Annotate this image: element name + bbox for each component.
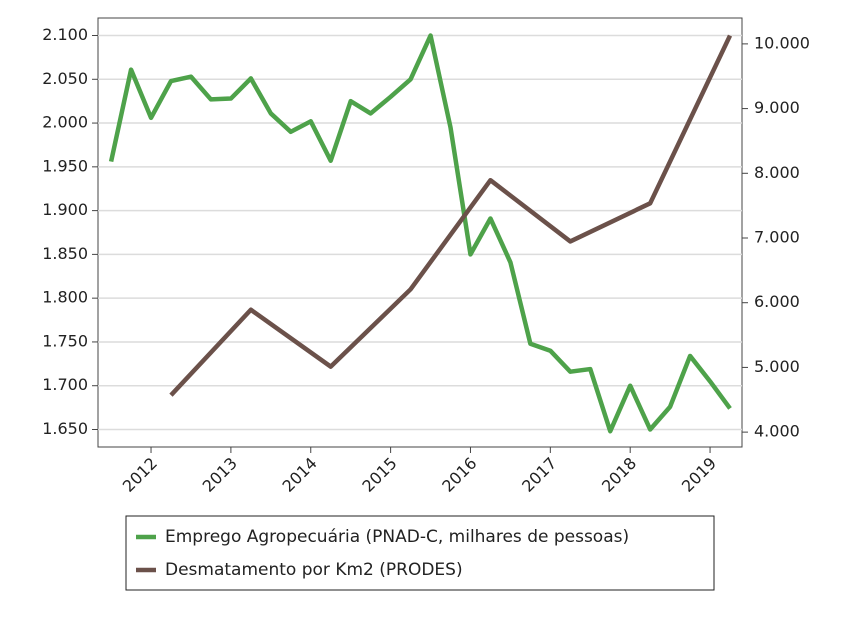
- series-line: [169, 34, 733, 397]
- plot-frame: [97, 17, 743, 448]
- y2-tick-label: 5.000: [754, 357, 800, 376]
- x-tick-label: 2012: [119, 454, 161, 496]
- y2-tick-label: 9.000: [754, 98, 800, 117]
- y-tick-label: 2.100: [42, 25, 88, 44]
- y-tick-label: 1.900: [42, 200, 88, 219]
- x-tick-label: 2014: [279, 454, 321, 496]
- legend-box: [125, 515, 715, 591]
- x-tick-label: 2015: [358, 454, 400, 496]
- y-tick-label: 1.950: [42, 156, 88, 175]
- series-line: [108, 33, 732, 434]
- y-tick-label: 1.850: [42, 244, 88, 263]
- y-tick-label: 2.050: [42, 69, 88, 88]
- y-tick-label: 1.750: [42, 331, 88, 350]
- x-tick-label: 2019: [678, 454, 720, 496]
- y-tick-label: 2.000: [42, 113, 88, 132]
- legend-label: Emprego Agropecuária (PNAD-C, milhares d…: [165, 527, 629, 547]
- y2-tick-label: 10.000: [754, 33, 810, 52]
- legend-label: Desmatamento por Km2 (PRODES): [165, 560, 463, 580]
- y2-tick-label: 4.000: [754, 422, 800, 441]
- x-tick-label: 2017: [518, 454, 560, 496]
- y-tick-label: 1.700: [42, 375, 88, 394]
- y2-tick-label: 7.000: [754, 228, 800, 247]
- x-tick-label: 2018: [598, 454, 640, 496]
- x-tick-label: 2013: [199, 454, 241, 496]
- x-tick-label: 2016: [438, 454, 480, 496]
- y-tick-label: 1.800: [42, 288, 88, 307]
- y-tick-label: 1.650: [42, 419, 88, 438]
- y2-tick-label: 8.000: [754, 163, 800, 182]
- y2-tick-label: 6.000: [754, 292, 800, 311]
